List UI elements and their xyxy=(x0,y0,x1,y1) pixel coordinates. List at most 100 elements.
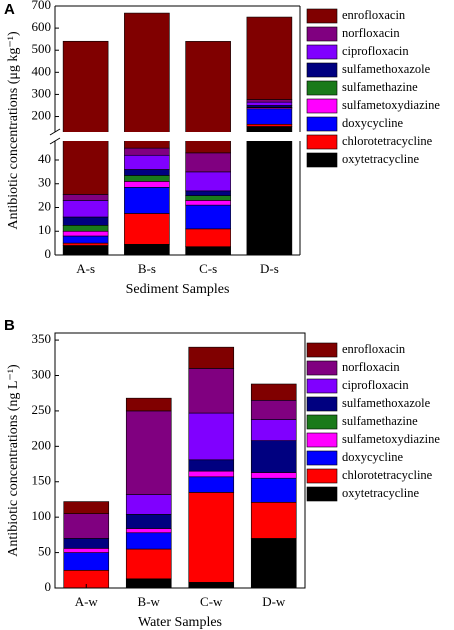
legend-label: sulfamethoxazole xyxy=(342,396,431,410)
bar-segment xyxy=(185,152,231,173)
y-tick-label: 500 xyxy=(32,41,52,56)
bar-segment xyxy=(250,501,297,539)
plot-frame xyxy=(54,332,306,589)
bar-segment xyxy=(63,548,110,553)
x-axis-label: Sediment Samples xyxy=(126,282,230,297)
bar-segment xyxy=(188,459,235,472)
legend-label: doxycycline xyxy=(342,450,404,464)
y-tick-label: 700 xyxy=(32,0,52,12)
bar-segment xyxy=(246,108,293,125)
bar-segment xyxy=(125,548,172,580)
y-tick-label: 0 xyxy=(45,579,52,594)
y-tick-label: 600 xyxy=(32,19,52,34)
bar-segment xyxy=(125,397,172,412)
legend-swatch xyxy=(306,432,338,448)
legend-swatch xyxy=(306,98,338,114)
legend-label: sulfametoxydiazine xyxy=(342,432,440,446)
bar-segment xyxy=(124,12,170,149)
bar-segment xyxy=(63,538,110,549)
y-tick-label: 50 xyxy=(38,544,51,559)
legend-swatch xyxy=(306,26,338,42)
bar-segment xyxy=(125,528,172,534)
legend-label: doxycycline xyxy=(342,116,404,130)
bar-segment xyxy=(125,494,172,515)
bar-segment xyxy=(185,228,231,247)
bar-segment xyxy=(250,477,297,503)
y-tick-label: 100 xyxy=(32,508,52,523)
legend-label: sulfamethazine xyxy=(342,80,418,94)
legend-label: sulfamethoxazole xyxy=(342,62,431,76)
bar-segment xyxy=(62,230,109,237)
bar-segment xyxy=(188,476,235,493)
bar-segment xyxy=(62,242,109,246)
bar-segment xyxy=(62,225,109,232)
y-tick-label: 400 xyxy=(32,63,52,78)
bar-segment xyxy=(246,16,293,100)
y-tick-label: 40 xyxy=(38,151,51,166)
bar-segment xyxy=(250,399,297,420)
legend-swatch xyxy=(306,116,338,132)
bar-segment xyxy=(188,346,235,369)
bar-segment xyxy=(125,410,172,495)
bar-segment xyxy=(124,154,170,170)
x-tick-label: A-w xyxy=(75,594,99,609)
legend-swatch xyxy=(306,378,338,394)
legend-swatch xyxy=(306,360,338,376)
legend-label: norfloxacin xyxy=(342,26,400,40)
bar-segment xyxy=(185,195,231,201)
legend-label: sulfamethazine xyxy=(342,414,418,428)
bar-segment xyxy=(62,40,109,195)
legend-swatch xyxy=(306,80,338,96)
x-tick-label: C-w xyxy=(200,594,223,609)
legend-label: enrofloxacin xyxy=(342,8,406,22)
x-axis-label: Water Samples xyxy=(138,615,222,630)
bar-segment xyxy=(62,200,109,218)
y-tick-label: 200 xyxy=(32,437,52,452)
y-tick-label: 350 xyxy=(32,331,52,346)
bar-segment xyxy=(250,440,297,473)
axis-break xyxy=(49,132,306,141)
legend-label: norfloxacin xyxy=(342,360,400,374)
legend-label: ciprofloxacin xyxy=(342,44,409,58)
y-tick-label: 250 xyxy=(32,402,52,417)
bar-segment xyxy=(124,147,170,156)
bar-segment xyxy=(250,383,297,401)
bar-segment xyxy=(188,368,235,414)
x-tick-label: D-w xyxy=(262,594,286,609)
bar-segment xyxy=(125,514,172,529)
y-tick-label: 150 xyxy=(32,473,52,488)
panel: A 0 10 20 30 40 200 300 400 500 600 700 A-s B-s C-s D-s… xyxy=(4,0,440,297)
bar-segment xyxy=(188,470,235,478)
x-tick-label: C-s xyxy=(199,261,217,276)
y-axis-label: Antibiotic concentrations (μg kg⁻¹) xyxy=(6,31,21,230)
legend-label: enrofloxacin xyxy=(342,342,406,356)
x-tick-label: A-s xyxy=(76,261,95,276)
bar-segment xyxy=(185,200,231,206)
bar-segment xyxy=(124,213,170,245)
bar-segment xyxy=(246,123,293,127)
legend-label: chlorotetracycline xyxy=(342,468,433,482)
panel: B 0 50 100 150 200 250 300 350 A-w B-w C-w D-w Water … xyxy=(4,317,440,630)
bar-segment xyxy=(62,194,109,201)
bar-segment xyxy=(185,204,231,230)
legend-swatch xyxy=(306,8,338,24)
legend-swatch xyxy=(306,152,338,168)
legend-swatch xyxy=(306,414,338,430)
legend-swatch xyxy=(306,450,338,466)
x-tick-label: B-s xyxy=(138,261,156,276)
legend-label: ciprofloxacin xyxy=(342,378,409,392)
bar-segment xyxy=(188,412,235,461)
bar-segment xyxy=(62,216,109,226)
legend-swatch xyxy=(306,396,338,412)
y-tick-label: 200 xyxy=(32,108,52,123)
bar-segment xyxy=(125,532,172,550)
bar-segment xyxy=(124,175,170,182)
legend-label: sulfametoxydiazine xyxy=(342,98,440,112)
bar-segment xyxy=(63,501,110,514)
bar-segment xyxy=(250,538,297,589)
legend-swatch xyxy=(306,342,338,358)
bar-segment xyxy=(246,126,293,256)
bar-segment xyxy=(63,552,110,571)
y-tick-label: 300 xyxy=(32,366,52,381)
